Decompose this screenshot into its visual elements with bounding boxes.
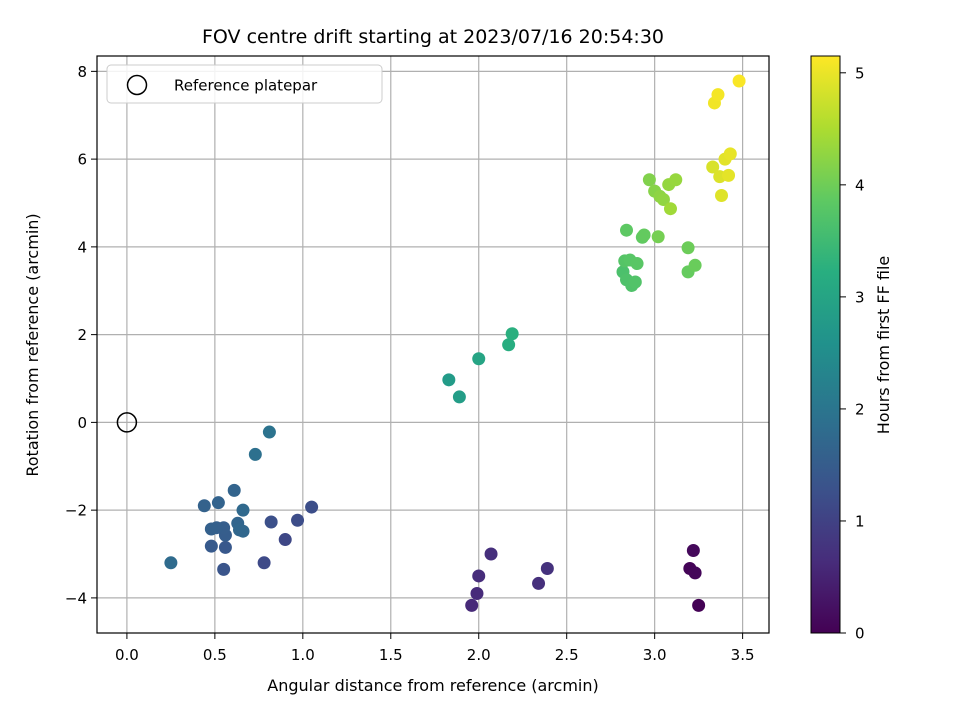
plot-frame [96,55,770,634]
y-tick-label: 8 [77,63,87,81]
data-point [262,425,276,439]
x-tick-label: 2.5 [555,646,579,664]
x-tick-label: 2.0 [467,646,491,664]
data-point [204,522,218,536]
legend-box [106,64,383,104]
data-point [291,513,305,527]
chart-title: FOV centre drift starting at 2023/07/16 … [202,26,664,48]
reference-platepar-marker [116,412,138,433]
x-tick-label: 0.5 [203,646,227,664]
data-point [502,338,516,352]
data-point [227,483,241,497]
colorbar-gradient [810,55,841,634]
data-point [204,539,218,553]
grid [97,56,769,633]
data-point [711,88,725,102]
data-point [217,562,231,576]
data-point [681,241,695,255]
data-point [692,598,706,612]
colorbar-tick-label: 1 [855,512,865,530]
data-point [620,223,634,237]
x-tick-label: 1.5 [379,646,403,664]
colorbar-ticks: 0 1 2 3 4 5 [840,64,865,643]
legend-hollow-circle-marker [126,74,148,96]
colorbar: 0 1 2 3 4 5 Hours from first FF file [810,55,893,643]
data-point [630,257,644,271]
x-tick-label: 3.5 [731,646,755,664]
data-point [505,327,519,341]
data-point [706,160,720,174]
x-tick-label: 3.0 [643,646,667,664]
data-point [264,515,278,529]
data-point [470,587,484,601]
y-tick-label: −2 [65,502,87,520]
data-point [305,500,319,514]
y-tick-label: 4 [77,238,87,256]
data-point [164,556,178,570]
data-point [248,447,262,461]
data-points [164,74,746,612]
y-axis: −4 −2 0 2 4 6 8 [65,63,97,607]
data-point [628,275,642,289]
data-point [686,544,700,558]
data-point [472,569,486,583]
data-point [211,496,225,510]
colorbar-tick-label: 4 [855,176,865,194]
colorbar-tick-label: 0 [855,625,865,643]
data-point [484,547,498,561]
data-point [688,566,702,580]
data-point [722,168,736,182]
y-tick-label: 6 [77,151,87,169]
data-point [663,202,677,216]
colorbar-label: Hours from first FF file [874,256,893,435]
data-point [540,561,554,575]
data-point [465,598,479,612]
x-tick-label: 1.0 [291,646,315,664]
data-point [715,189,729,203]
data-point [236,503,250,517]
data-point [257,556,271,570]
data-point [442,373,456,387]
data-point [637,228,651,242]
y-tick-label: 2 [77,326,87,344]
colorbar-tick-label: 3 [855,288,865,306]
data-point [669,173,683,187]
data-point [656,192,670,206]
y-tick-label: 0 [77,414,87,432]
data-point [236,524,250,538]
legend: Reference platepar [106,64,383,104]
data-point [651,230,665,244]
data-point [278,533,292,547]
y-tick-label: −4 [65,589,87,607]
data-point [197,499,211,513]
data-point [472,352,486,366]
x-axis: 0.0 0.5 1.0 1.5 2.0 2.5 3.0 3.5 [115,633,755,664]
data-point [532,576,546,590]
x-tick-label: 0.0 [115,646,139,664]
data-point [642,173,656,187]
colorbar-tick-label: 2 [855,400,865,418]
data-point [723,147,737,161]
data-point [218,540,232,554]
x-axis-label: Angular distance from reference (arcmin) [267,676,598,695]
data-point [732,74,746,88]
data-point [452,390,466,404]
reference-marker-layer [116,412,138,433]
data-point [688,258,702,272]
colorbar-tick-label: 5 [855,64,865,82]
legend-label-reference-platepar: Reference platepar [174,77,318,95]
y-axis-label: Rotation from reference (arcmin) [23,213,42,476]
